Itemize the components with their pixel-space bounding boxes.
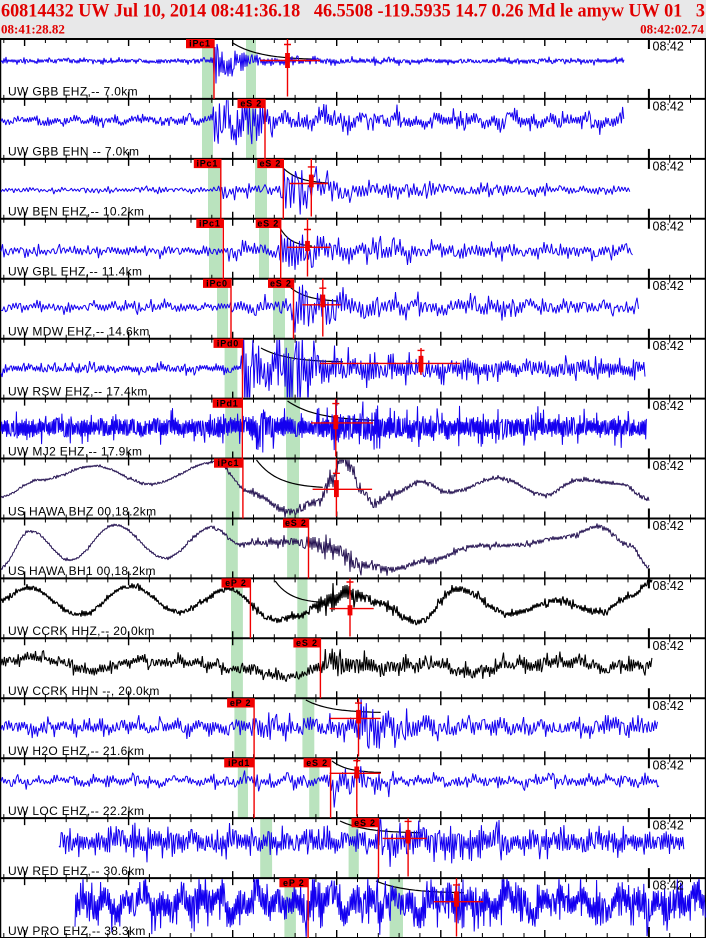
- svg-text:UW RED EHZ,-- 30.6km: UW RED EHZ,-- 30.6km: [8, 864, 145, 878]
- svg-text:eP 2: eP 2: [283, 878, 305, 888]
- svg-text:UW H2O EHZ,-- 21.6km: UW H2O EHZ,-- 21.6km: [8, 744, 144, 758]
- svg-text:UW GBB EHN -- 7.0km: UW GBB EHN -- 7.0km: [8, 145, 139, 159]
- svg-text:eS 2: eS 2: [270, 278, 292, 288]
- svg-text:08:42: 08:42: [653, 819, 684, 833]
- svg-text:eS 2: eS 2: [259, 159, 281, 169]
- svg-text:UW PRO EHZ,-- 38.3km: UW PRO EHZ,-- 38.3km: [8, 924, 146, 938]
- svg-text:iPd1: iPd1: [216, 398, 238, 408]
- svg-text:eP 2: eP 2: [230, 698, 252, 708]
- svg-text:UW GBB EHZ,-- 7.0km: UW GBB EHZ,-- 7.0km: [8, 85, 138, 99]
- svg-text:iPc1: iPc1: [189, 39, 211, 49]
- svg-text:eP 2: eP 2: [225, 578, 247, 588]
- svg-text:08:42: 08:42: [653, 40, 684, 54]
- svg-text:iPd1: iPd1: [228, 758, 250, 768]
- svg-text:UW CCRK HHN --, 20.0km: UW CCRK HHN --, 20.0km: [8, 684, 160, 698]
- svg-text:UW MJ2 EHZ,-- 17.9km: UW MJ2 EHZ,-- 17.9km: [8, 444, 142, 458]
- svg-text:US HAWA BH1 00,18.2km: US HAWA BH1 00,18.2km: [8, 564, 156, 578]
- svg-text:iPc1: iPc1: [199, 219, 221, 229]
- svg-text:08:42: 08:42: [653, 399, 684, 413]
- svg-text:eS 2: eS 2: [240, 99, 262, 109]
- svg-text:08:42: 08:42: [653, 699, 684, 713]
- svg-text:08:42: 08:42: [653, 339, 684, 353]
- svg-text:08:42: 08:42: [653, 279, 684, 293]
- svg-text:eS 2: eS 2: [257, 219, 279, 229]
- svg-text:08:41:28.82: 08:41:28.82: [1, 22, 65, 37]
- svg-text:08:42: 08:42: [653, 159, 684, 173]
- svg-text:UW BEN EHZ,-- 10.2km: UW BEN EHZ,-- 10.2km: [8, 205, 144, 219]
- svg-text:iPc1: iPc1: [196, 159, 218, 169]
- svg-text:US HAWA BHZ 00,18.2km: US HAWA BHZ 00,18.2km: [8, 504, 157, 518]
- svg-text:UW LOC EHZ,-- 22.2km: UW LOC EHZ,-- 22.2km: [8, 804, 144, 818]
- svg-text:08:42: 08:42: [653, 459, 684, 473]
- svg-text:iPc1: iPc1: [218, 458, 240, 468]
- svg-text:UW GBL EHZ,-- 11.4km: UW GBL EHZ,-- 11.4km: [8, 265, 142, 279]
- svg-text:08:42: 08:42: [653, 519, 684, 533]
- svg-text:08:42: 08:42: [653, 639, 684, 653]
- svg-text:eS 2: eS 2: [285, 518, 307, 528]
- svg-text:iPc0: iPc0: [206, 278, 228, 288]
- svg-text:UW MDW EHZ,-- 14.6km: UW MDW EHZ,-- 14.6km: [8, 325, 150, 339]
- svg-text:08:42: 08:42: [653, 759, 684, 773]
- svg-text:eS 2: eS 2: [354, 818, 376, 828]
- svg-text:UW RSW EHZ,-- 17.4km: UW RSW EHZ,-- 17.4km: [8, 384, 148, 398]
- svg-text:08:42: 08:42: [653, 579, 684, 593]
- svg-text:eS 2: eS 2: [306, 758, 328, 768]
- svg-text:08:42: 08:42: [653, 219, 684, 233]
- svg-text:UW CCRK HHZ,-- 20.0km: UW CCRK HHZ,-- 20.0km: [8, 624, 155, 638]
- svg-text:eS 2: eS 2: [296, 638, 318, 648]
- svg-text:08:42: 08:42: [653, 879, 684, 893]
- svg-text:iPd0: iPd0: [217, 338, 239, 348]
- svg-text:60814432 UW Jul 10, 2014 08:41: 60814432 UW Jul 10, 2014 08:41:36.18 46.…: [1, 1, 705, 22]
- svg-text:08:42:02.74: 08:42:02.74: [640, 22, 704, 37]
- svg-text:08:42: 08:42: [653, 99, 684, 113]
